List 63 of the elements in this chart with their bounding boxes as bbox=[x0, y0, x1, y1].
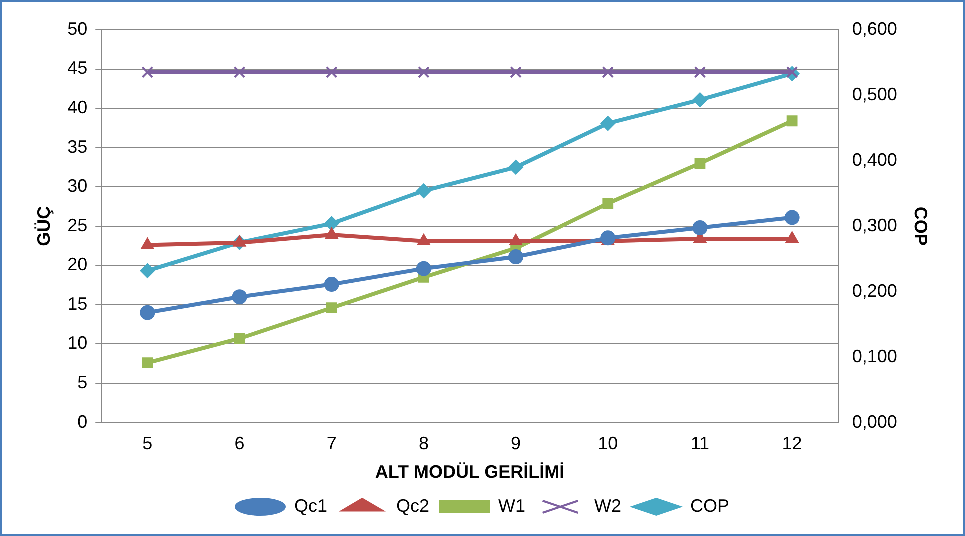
y-tick-label: 5 bbox=[78, 372, 88, 392]
point bbox=[324, 216, 340, 232]
point bbox=[600, 116, 616, 132]
point bbox=[508, 250, 524, 265]
point bbox=[694, 158, 706, 169]
y2-tick-label: 0,100 bbox=[852, 346, 898, 366]
y-tick-label: 30 bbox=[68, 176, 88, 196]
point bbox=[416, 184, 432, 199]
y-tick-label: 25 bbox=[68, 215, 88, 236]
point bbox=[602, 198, 614, 210]
point bbox=[694, 66, 706, 78]
point bbox=[140, 263, 156, 278]
point bbox=[324, 277, 340, 292]
y2-tick-label: 0,200 bbox=[852, 280, 898, 301]
point bbox=[326, 302, 338, 314]
point bbox=[784, 210, 800, 226]
point bbox=[510, 66, 522, 78]
x-tick-label: 11 bbox=[690, 434, 710, 454]
x-tick-label: 9 bbox=[511, 434, 522, 454]
x-tick-label: 5 bbox=[142, 434, 153, 454]
y2-tick-label: 0,400 bbox=[852, 150, 898, 170]
x-tick-label: 7 bbox=[326, 434, 337, 454]
point bbox=[508, 160, 524, 175]
point bbox=[140, 305, 156, 320]
y2-tick-label: 0,000 bbox=[852, 412, 898, 432]
point bbox=[786, 116, 798, 127]
point bbox=[232, 290, 248, 305]
y-tick-label: 50 bbox=[68, 18, 88, 39]
y2-tick-label: 0,300 bbox=[852, 215, 898, 236]
point bbox=[786, 66, 798, 78]
legend-label: Qc2 bbox=[396, 496, 430, 516]
point bbox=[142, 66, 154, 78]
y2-axis-title: COP bbox=[911, 206, 932, 246]
x-axis-title: ALT MODÜL GERİLİMİ bbox=[375, 462, 565, 482]
legend-label: Qc1 bbox=[294, 496, 328, 516]
point bbox=[234, 333, 246, 344]
y-tick-label: 0 bbox=[78, 412, 88, 432]
point bbox=[326, 66, 338, 78]
x-tick-label: 6 bbox=[234, 434, 245, 454]
y-tick-label: 45 bbox=[68, 58, 88, 78]
point bbox=[234, 66, 246, 78]
x-tick-label: 10 bbox=[598, 434, 618, 454]
y2-tick-label: 0,600 bbox=[852, 18, 898, 39]
point bbox=[418, 66, 430, 78]
point bbox=[692, 92, 708, 108]
point bbox=[602, 66, 614, 78]
legend-label: W2 bbox=[594, 496, 622, 516]
y2-tick-label: 0,500 bbox=[852, 84, 898, 104]
y-tick-label: 20 bbox=[68, 254, 88, 275]
y-axis-title: GÜÇ bbox=[34, 206, 54, 246]
x-tick-label: 8 bbox=[418, 434, 429, 454]
y-tick-label: 10 bbox=[68, 333, 88, 354]
x-tick-label: 12 bbox=[782, 434, 802, 454]
y-tick-label: 35 bbox=[68, 136, 88, 157]
legend-label: COP bbox=[690, 496, 730, 516]
point bbox=[142, 358, 154, 369]
point bbox=[600, 230, 616, 246]
point bbox=[325, 228, 338, 240]
y-tick-label: 40 bbox=[68, 98, 88, 118]
y-tick-label: 15 bbox=[68, 294, 88, 314]
point bbox=[416, 261, 432, 276]
legend-label: W1 bbox=[498, 496, 526, 516]
point bbox=[692, 220, 708, 236]
